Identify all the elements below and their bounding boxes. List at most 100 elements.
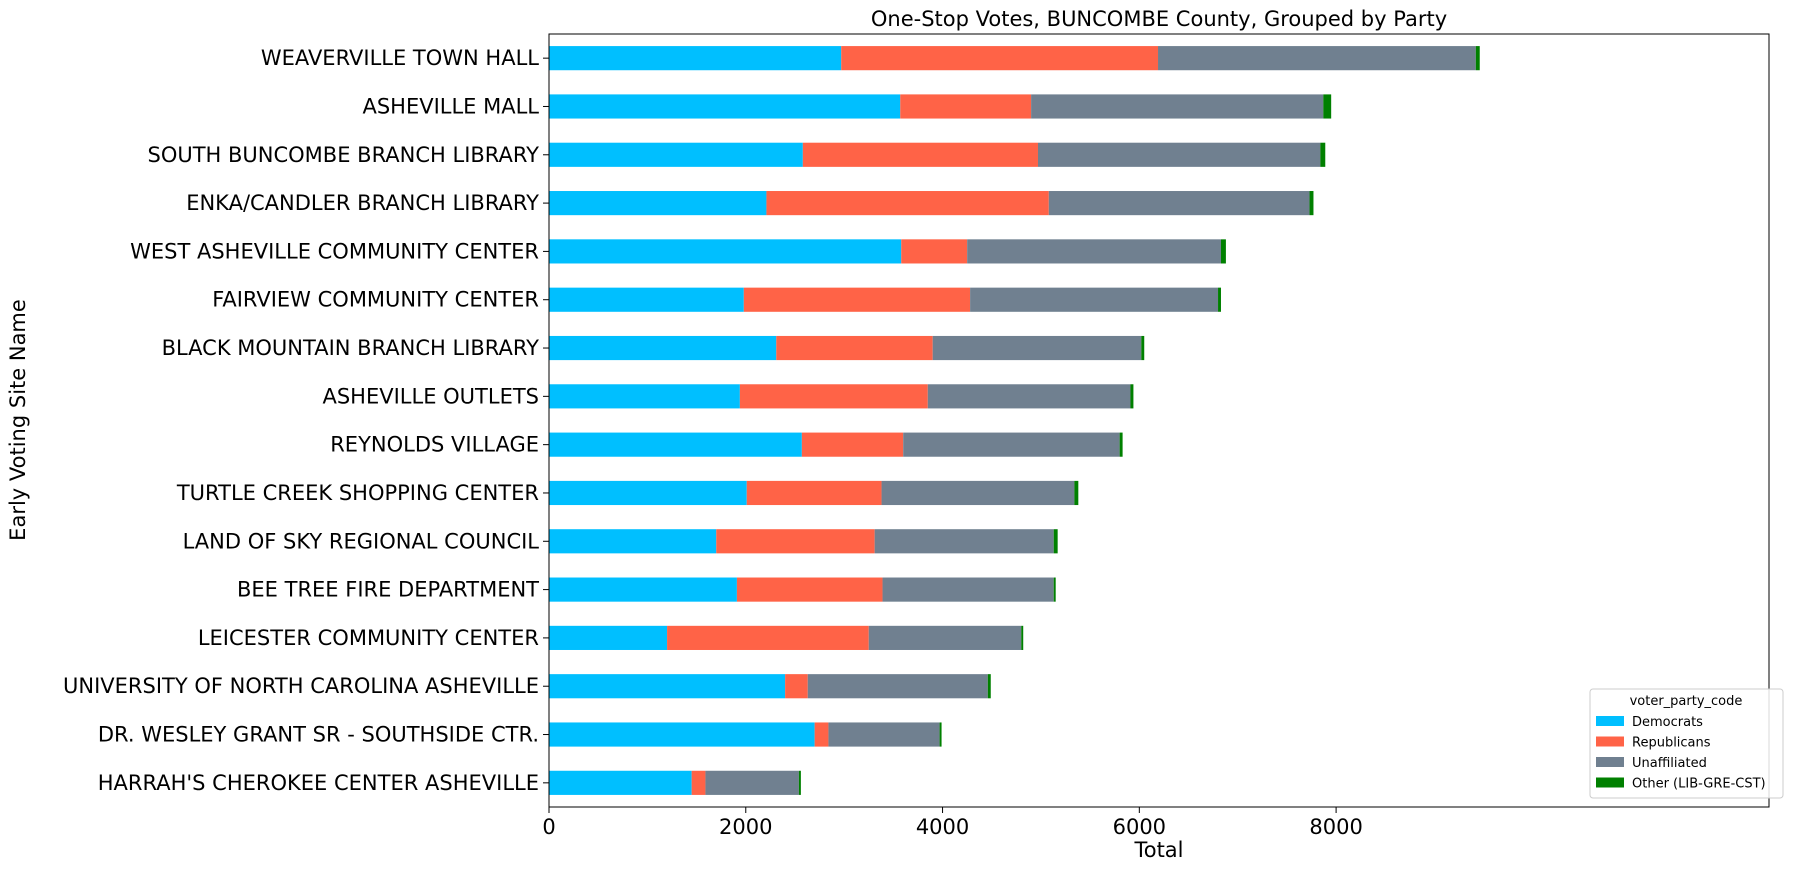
y-tick-label: UNIVERSITY OF NORTH CAROLINA ASHEVILLE xyxy=(63,674,539,698)
bar-segment-republicans xyxy=(739,384,928,409)
bar-segment-republicans xyxy=(691,770,706,795)
bar-segment-unaffiliated xyxy=(881,480,1075,506)
bar-segment-democrats xyxy=(549,722,815,747)
legend-swatch xyxy=(1596,716,1624,726)
bar-segment-democrats xyxy=(549,287,744,312)
bar-segment-other-lib-gre-cst xyxy=(1141,335,1145,361)
bar-segment-democrats xyxy=(549,335,777,361)
bar-segment-unaffiliated xyxy=(807,674,988,699)
y-axis-label: Early Voting Site Name xyxy=(6,299,30,541)
bar-segment-other-lib-gre-cst xyxy=(1220,239,1226,264)
bar-segment-other-lib-gre-cst xyxy=(1320,142,1326,167)
plot-frame xyxy=(548,33,1770,808)
bar-segment-other-lib-gre-cst xyxy=(1218,287,1221,312)
y-axis: WEAVERVILLE TOWN HALL ASHEVILLE MALL SOUTH… xyxy=(63,46,549,795)
legend-swatch xyxy=(1596,736,1624,747)
bar-segment-unaffiliated xyxy=(1158,46,1476,71)
bar-segment-other-lib-gre-cst xyxy=(987,674,991,699)
bar-segment-other-lib-gre-cst xyxy=(1323,94,1332,119)
y-tick-label: FAIRVIEW COMMUNITY CENTER xyxy=(212,288,539,312)
legend-label: Other (LIB-GRE-CST) xyxy=(1632,777,1766,792)
bar-segment-republicans xyxy=(901,239,968,264)
bar-segment-republicans xyxy=(746,480,882,506)
bar-segment-republicans xyxy=(766,191,1049,216)
legend-box xyxy=(1589,688,1784,799)
bar-segment-unaffiliated xyxy=(967,239,1221,264)
bar-segment-unaffiliated xyxy=(874,529,1054,554)
y-tick-label: LAND OF SKY REGIONAL COUNCIL xyxy=(183,529,540,553)
bar-segment-unaffiliated xyxy=(932,335,1142,361)
bar-segment-unaffiliated xyxy=(970,287,1219,312)
bar-segment-other-lib-gre-cst xyxy=(1119,432,1123,457)
y-tick-label: DR. WESLEY GRANT SR - SOUTHSIDE CTR. xyxy=(98,723,539,747)
bar-segment-republicans xyxy=(801,432,904,457)
x-tick-label: 8000 xyxy=(1309,815,1362,839)
bar-segment-unaffiliated xyxy=(927,384,1131,409)
y-tick-label: BEE TREE FIRE DEPARTMENT xyxy=(237,578,539,602)
legend-items: Democrats Republicans Unaffiliated Other (L… xyxy=(1596,715,1766,792)
bar-segment-democrats xyxy=(549,94,901,119)
y-tick-label: LEICESTER COMMUNITY CENTER xyxy=(198,626,539,650)
bar-segment-republicans xyxy=(716,529,875,554)
legend-swatch xyxy=(1596,777,1624,788)
bar-segment-other-lib-gre-cst xyxy=(1130,384,1134,409)
bar-segment-other-lib-gre-cst xyxy=(1021,625,1024,650)
bar-segment-republicans xyxy=(785,674,808,699)
bar-segment-other-lib-gre-cst xyxy=(939,722,942,747)
y-tick-label: TURTLE CREEK SHOPPING CENTER xyxy=(176,481,539,505)
bar-segment-unaffiliated xyxy=(828,722,940,747)
bar-segment-other-lib-gre-cst xyxy=(798,770,801,795)
bar-segment-democrats xyxy=(549,142,803,167)
bar-segment-unaffiliated xyxy=(868,625,1022,650)
bar-segment-democrats xyxy=(549,674,786,699)
bar-segment-republicans xyxy=(736,577,883,602)
bar-segment-other-lib-gre-cst xyxy=(1475,46,1480,71)
legend-label: Republicans xyxy=(1632,736,1711,751)
bar-segment-unaffiliated xyxy=(1048,191,1310,216)
bar-segment-republicans xyxy=(743,287,971,312)
bar-segment-other-lib-gre-cst xyxy=(1074,480,1079,506)
bar-segment-democrats xyxy=(549,432,802,457)
y-tick-label: ASHEVILLE OUTLETS xyxy=(322,384,539,408)
legend-label: Unaffiliated xyxy=(1632,756,1707,771)
bar-segment-democrats xyxy=(549,770,692,795)
bar-segment-unaffiliated xyxy=(705,770,799,795)
bar-segment-other-lib-gre-cst xyxy=(1309,191,1314,216)
chart-title: One-Stop Votes, BUNCOMBE County, Grouped… xyxy=(871,7,1447,31)
bars-layer xyxy=(549,46,1480,795)
y-tick-label: SOUTH BUNCOMBE BRANCH LIBRARY xyxy=(147,143,539,167)
bar-segment-democrats xyxy=(549,191,767,216)
y-tick-label: BLACK MOUNTAIN BRANCH LIBRARY xyxy=(162,336,540,360)
bar-segment-republicans xyxy=(802,142,1038,167)
legend: voter_party_code Democrats Republicans Una… xyxy=(1589,688,1784,799)
legend-title: voter_party_code xyxy=(1630,694,1743,709)
bar-segment-unaffiliated xyxy=(1031,94,1324,119)
bar-segment-republicans xyxy=(900,94,1032,119)
y-tick-label: HARRAH'S CHEROKEE CENTER ASHEVILLE xyxy=(98,771,539,795)
bar-segment-republicans xyxy=(667,625,869,650)
bar-segment-democrats xyxy=(549,577,737,602)
legend-label: Democrats xyxy=(1632,715,1703,730)
bar-segment-democrats xyxy=(549,384,740,409)
bar-segment-other-lib-gre-cst xyxy=(1053,529,1058,554)
bar-segment-democrats xyxy=(549,529,717,554)
bar-segment-democrats xyxy=(549,625,668,650)
bar-segment-republicans xyxy=(814,722,829,747)
bar-segment-republicans xyxy=(776,335,933,361)
bar-segment-democrats xyxy=(549,46,842,71)
x-tick-label: 6000 xyxy=(1113,815,1166,839)
bar-segment-republicans xyxy=(841,46,1159,71)
y-tick-label: WEAVERVILLE TOWN HALL xyxy=(261,46,539,70)
x-axis: 0 2000 4000 6000 8000 xyxy=(542,807,1363,839)
x-tick-label: 0 xyxy=(542,815,555,839)
legend-swatch xyxy=(1596,757,1624,767)
bar-segment-democrats xyxy=(549,239,902,264)
x-tick-label: 2000 xyxy=(719,815,772,839)
bar-segment-unaffiliated xyxy=(882,577,1054,602)
y-tick-label: ENKA/CANDLER BRANCH LIBRARY xyxy=(186,191,539,215)
y-tick-label: REYNOLDS VILLAGE xyxy=(330,433,539,457)
bar-segment-unaffiliated xyxy=(1037,142,1321,167)
y-tick-label: WEST ASHEVILLE COMMUNITY CENTER xyxy=(130,239,539,263)
x-axis-label: Total xyxy=(1133,838,1183,862)
